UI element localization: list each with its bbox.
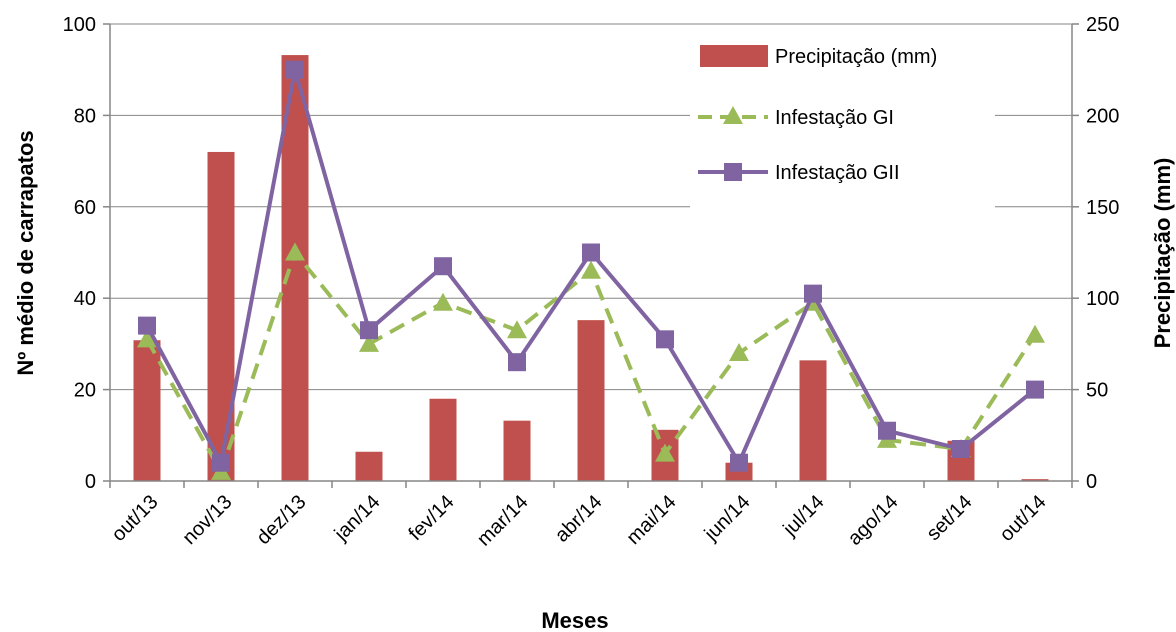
gi-point [359,333,379,352]
precipitation-bar [429,398,457,481]
y-tick-label: 100 [63,14,96,36]
y2-tick-label: 0 [1086,471,1097,493]
precipitation-bar [503,420,531,481]
gi-point [285,242,305,261]
x-tick-label: out/13 [108,491,163,546]
gii-point [656,330,674,349]
gi-point [1025,324,1045,343]
x-tick-label: jan/14 [330,491,385,546]
x-tick-label: fev/14 [404,491,458,545]
y-tick-label: 40 [74,288,96,310]
x-tick-label: jun/14 [700,491,755,546]
infestation-lines [137,60,1045,480]
x-tick-label: ago/14 [844,491,903,550]
gi-point [507,320,527,339]
gii-point [508,353,526,372]
precipitation-bar [133,340,161,481]
y-tick-label: 80 [74,105,96,127]
y2-tick-label: 150 [1086,197,1119,219]
x-tick-label: set/14 [922,491,976,545]
x-tick-label: nov/13 [179,491,237,549]
legend-label-gii: Infestação GII [775,162,900,184]
precipitation-bar [355,451,383,481]
x-tick-label: out/14 [996,491,1051,546]
x-axis-title: Meses [541,608,608,632]
axes [109,24,1073,482]
y2-tick-label: 50 [1086,380,1108,402]
gii-point [138,316,156,335]
precipitation-bar [1021,479,1049,481]
y-tick-label: 20 [74,380,96,402]
precipitation-bar [799,360,827,481]
y-tick-label: 60 [74,197,96,219]
gii-point [952,440,970,459]
y2-tick-label: 250 [1086,14,1119,36]
x-tick-label: mai/14 [623,491,681,549]
x-tick-label: abr/14 [551,491,607,547]
x-tick-label: dez/13 [253,491,311,549]
precipitation-bar [207,151,235,481]
y2-tick-label: 100 [1086,288,1119,310]
gii-point [286,60,304,79]
gii-point [434,257,452,276]
gii-point [1026,380,1044,399]
gii-point [730,453,748,472]
legend-marker-gi [723,106,743,124]
gii-point [360,321,378,340]
gi-point [729,343,749,362]
gi-point [581,260,601,279]
precipitation-bar [577,320,605,481]
gii-point [582,243,600,262]
y2-tick-label: 200 [1086,105,1119,127]
gi-point [655,443,675,462]
gii-point [212,453,230,472]
x-tick-label: mar/14 [473,491,533,551]
legend: Precipitação (mm) Infestação GI Infestaç… [690,30,995,208]
y-axis-title: Nº médio de carrapatos [13,130,38,375]
gii-point [804,284,822,303]
legend-swatch-precipitation [700,45,768,67]
gii-point [878,421,896,440]
y2-axis-title: Precipitação (mm) [1150,158,1175,349]
gi-point [433,292,453,311]
x-tick-label: jul/14 [778,491,828,541]
gi-point [137,329,157,348]
legend-label-gi: Infestação GI [775,107,894,129]
y-tick-label: 0 [85,471,96,493]
legend-marker-gii [724,163,742,181]
legend-label-precipitation: Precipitação (mm) [775,46,937,68]
